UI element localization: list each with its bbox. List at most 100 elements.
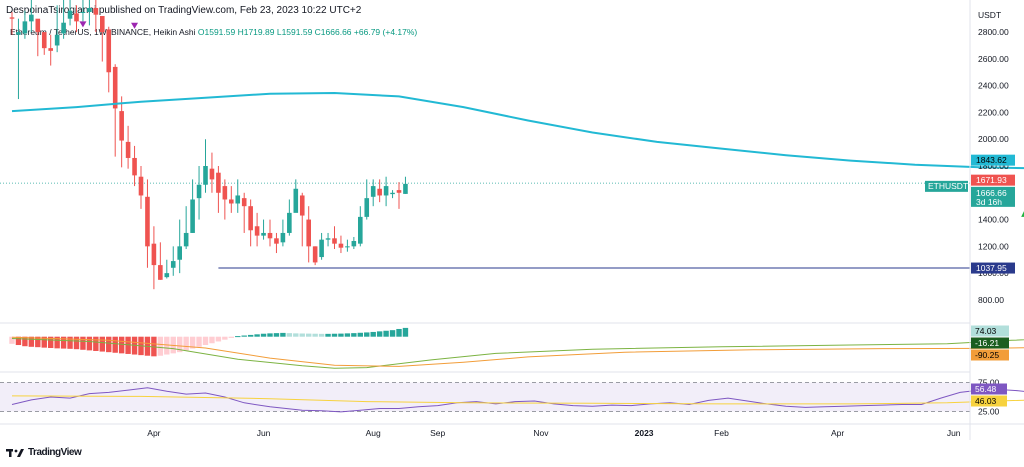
macd-value-label-bg — [971, 349, 1009, 361]
rsi-value-label-bg — [971, 395, 1007, 407]
last-price-label-bg — [971, 186, 1015, 207]
candle-body — [345, 246, 350, 248]
candle-body — [54, 34, 60, 46]
macd-histogram-bar — [80, 336, 86, 350]
high-price-label-bg — [971, 174, 1015, 186]
macd-histogram-bar — [215, 336, 222, 342]
y-tick-label: 800.00 — [978, 295, 1004, 305]
macd-histogram-bar — [41, 336, 47, 348]
countdown-label: 3d 16h — [976, 197, 1002, 207]
candle-body — [100, 16, 105, 33]
candle-body — [254, 226, 260, 236]
rsi-tick-label: 75.00 — [978, 378, 1000, 388]
candle-body — [370, 186, 376, 197]
y-tick-label: 2200.00 — [978, 107, 1009, 117]
high-value: H1719.89 — [237, 27, 275, 37]
candle-body — [325, 238, 331, 240]
macd-histogram-bar — [73, 336, 80, 350]
candle-body — [299, 195, 305, 216]
candle-body — [106, 29, 112, 73]
candle-body — [351, 240, 357, 247]
candle-body — [87, 7, 92, 12]
ma-price-label: 1843.62 — [976, 155, 1007, 165]
macd-value-label: 74.03 — [975, 326, 997, 336]
brand-name: TradingView — [28, 447, 82, 458]
candle-body — [80, 12, 86, 13]
x-tick-label: Jun — [947, 428, 961, 438]
macd-histogram-bar — [22, 336, 28, 347]
candle-body — [267, 232, 273, 239]
candle-body — [235, 195, 241, 204]
macd-histogram-bar — [260, 333, 267, 337]
close-value: C1666.66 — [314, 27, 352, 37]
macd-histogram-bar — [267, 333, 273, 337]
axis-unit-label: USDT — [978, 10, 1001, 20]
y-tick-label: 2400.00 — [978, 81, 1009, 91]
tradingview-logo-icon — [6, 448, 24, 457]
rsi-pane — [0, 382, 1024, 413]
candle-body — [170, 261, 176, 268]
axis-layer: USDT 2800.00 2600.00 2400.00 2200.00 2000.00 1… — [0, 0, 1024, 440]
candle-body — [358, 216, 363, 244]
macd-histogram-bar — [254, 334, 260, 337]
candle-body — [383, 186, 389, 196]
candle-body — [132, 157, 137, 176]
candle-body — [280, 232, 286, 243]
macd-histogram-bar — [396, 328, 402, 337]
candle-body — [22, 21, 28, 34]
macd-histogram-bar — [157, 336, 164, 356]
candle-body — [9, 17, 15, 19]
macd-histogram-bar — [28, 336, 35, 347]
macd-histogram-bar — [364, 332, 370, 337]
candle-body — [35, 18, 41, 33]
buy-signal-marker — [1021, 211, 1024, 217]
macd-histogram-bar — [299, 333, 305, 337]
macd-histogram-bar — [125, 336, 131, 354]
moving-average-line — [11, 91, 1024, 170]
macd-histogram-bar — [344, 333, 351, 337]
macd-histogram-bar — [235, 336, 241, 338]
last-price-label: 1666.66 — [976, 188, 1007, 198]
candle-body — [338, 243, 344, 248]
macd-histogram-bar — [93, 336, 99, 351]
macd-histogram-bar — [351, 333, 357, 337]
candle-body — [177, 246, 182, 260]
candle-body — [158, 265, 163, 280]
rsi-value-label: 56.48 — [975, 384, 997, 394]
candle-body — [293, 188, 299, 213]
candle-body — [164, 273, 170, 278]
y-tick-label: 2600.00 — [978, 54, 1009, 64]
x-tick-label: Nov — [533, 428, 549, 438]
macd-histogram-bar — [106, 336, 112, 353]
macd-histogram-bar — [402, 327, 409, 337]
y-tick-label: 1200.00 — [978, 241, 1009, 251]
y-tick-label: 2800.00 — [978, 27, 1009, 37]
macd-histogram-bar — [370, 331, 376, 337]
macd-histogram-bar — [293, 333, 299, 337]
candle-body — [151, 243, 157, 266]
macd-histogram-bar — [280, 332, 286, 337]
macd-histogram-bar — [383, 330, 389, 337]
rsi-tick-label: 25.00 — [978, 406, 1000, 416]
candle-body — [332, 238, 337, 244]
macd-value-label-bg — [971, 337, 1009, 349]
change-value: +66.79 (+4.17%) — [353, 27, 418, 37]
macd-histogram-bar — [60, 336, 67, 349]
macd-histogram-bar — [331, 333, 338, 337]
rsi-line — [11, 387, 1024, 413]
ma-price-label-bg — [971, 154, 1015, 166]
low-value: L1591.59 — [276, 27, 313, 37]
macd-histogram-bar — [389, 330, 396, 337]
macd-histogram-bar — [86, 336, 93, 351]
macd-histogram-bar — [99, 336, 105, 352]
y-tick-label: 1800.00 — [978, 161, 1009, 171]
candle-body — [61, 22, 66, 34]
candle-body — [125, 141, 131, 158]
x-tick-label: Aug — [366, 428, 381, 438]
macd-histogram-bar — [54, 336, 60, 349]
signal-line — [11, 336, 1024, 367]
macd-histogram-bar — [189, 336, 196, 349]
x-tick-label: Sep — [430, 428, 445, 438]
